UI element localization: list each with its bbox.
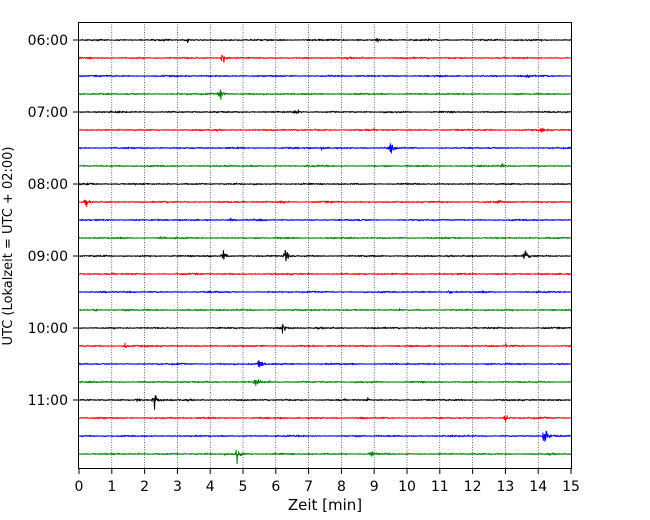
- seismic-trace: [78, 127, 572, 133]
- y-tick-label: 06:00: [28, 33, 68, 49]
- y-axis-label: UTC (Lokalzeit = UTC + 02:00): [1, 147, 16, 346]
- y-tick-label: 10:00: [28, 321, 68, 337]
- seismic-trace: [78, 89, 572, 100]
- seismic-trace: [78, 74, 572, 78]
- x-axis-ticks: 0 1 2 3 4 5 6 7 8 9 10 11 12 13 14 15: [75, 469, 580, 495]
- seismic-trace: [78, 342, 572, 349]
- y-axis-ticks: 06:00 07:00 08:00 09:00 10:00 11:00: [28, 33, 78, 409]
- x-tick-label: 11: [431, 479, 449, 495]
- seismic-trace: [78, 182, 572, 186]
- x-tick-label: 4: [206, 479, 215, 495]
- seismic-trace: [78, 360, 572, 368]
- x-gridlines: [111, 22, 539, 469]
- y-tick-label: 08:00: [28, 177, 68, 193]
- seismic-trace: [78, 163, 572, 168]
- x-tick-label: 15: [562, 479, 580, 495]
- x-tick-label: 6: [271, 479, 280, 495]
- seismic-trace: [78, 415, 572, 422]
- x-tick-label: 13: [496, 479, 514, 495]
- x-tick-label: 3: [173, 479, 182, 495]
- y-tick-label: 07:00: [28, 105, 68, 121]
- y-tick-label: 09:00: [28, 249, 68, 265]
- x-tick-label: 5: [239, 479, 248, 495]
- x-tick-label: 8: [337, 479, 346, 495]
- seismic-trace: [78, 109, 572, 114]
- seismic-trace: [78, 290, 572, 294]
- x-tick-label: 14: [529, 479, 547, 495]
- x-axis-label: Zeit [min]: [288, 496, 362, 514]
- seismic-trace: [78, 217, 572, 222]
- seismic-trace: [78, 54, 572, 63]
- seismic-trace: [78, 272, 572, 276]
- seismic-trace: [78, 395, 572, 410]
- x-tick-label: 0: [75, 479, 84, 495]
- seismic-trace: [78, 431, 572, 442]
- seismic-trace: [78, 249, 572, 262]
- x-tick-label: 1: [107, 479, 116, 495]
- x-tick-label: 2: [140, 479, 149, 495]
- x-tick-label: 9: [370, 479, 379, 495]
- x-tick-label: 10: [398, 479, 416, 495]
- x-tick-label: 7: [304, 479, 313, 495]
- plot-frame: [78, 22, 572, 469]
- seismic-trace: [78, 308, 572, 312]
- y-tick-label: 11:00: [28, 393, 68, 409]
- seismic-trace: [78, 378, 572, 386]
- seismic-trace: [78, 199, 572, 207]
- seismic-trace: [78, 449, 572, 465]
- seismic-trace: [78, 236, 572, 240]
- trace-group: [78, 37, 572, 465]
- seismic-trace: [78, 37, 572, 44]
- x-tick-label: 12: [464, 479, 482, 495]
- seismic-trace: [78, 323, 572, 334]
- seismic-trace: [78, 143, 572, 154]
